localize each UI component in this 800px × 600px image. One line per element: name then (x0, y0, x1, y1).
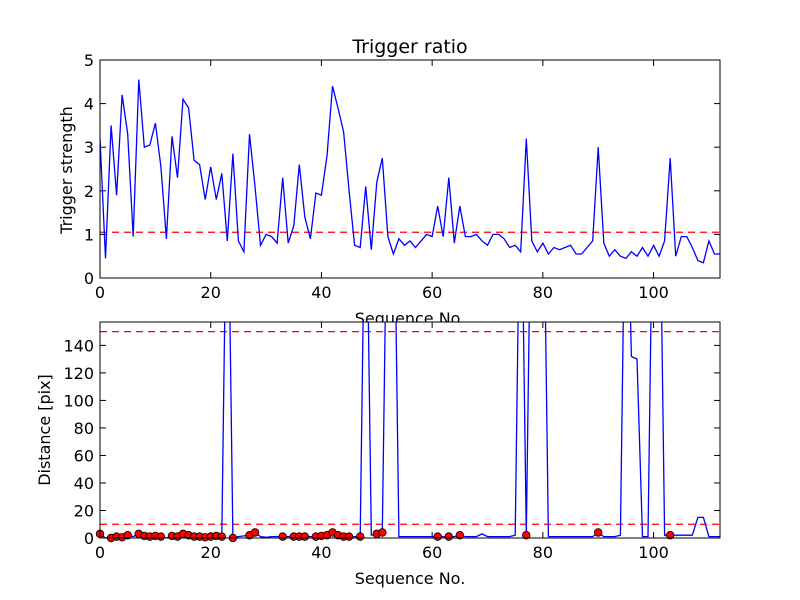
y-tick-label: 4 (84, 95, 94, 114)
data-point (444, 532, 453, 541)
bottom-chart: 0 20 40 60 80 100 0 20 40 60 80 100 120 140 Sequence … (35, 321, 721, 588)
y-tick-label: 120 (63, 364, 94, 383)
y-tick-label: 3 (84, 138, 94, 157)
top-plot-border (99, 59, 721, 279)
y-tick-label: 140 (63, 336, 94, 355)
y-tick-label: 100 (63, 391, 94, 410)
data-point (378, 528, 387, 537)
y-tick-label: 60 (74, 446, 94, 465)
top-ticks: 0 20 40 60 80 100 0 1 2 3 4 5 (84, 51, 720, 302)
x-tick-label: 20 (201, 283, 221, 302)
y-tick-label: 5 (84, 51, 94, 70)
data-point (433, 532, 442, 541)
top-plot-area (100, 60, 720, 278)
x-tick-label: 0 (95, 543, 105, 562)
x-tick-label: 60 (422, 283, 442, 302)
data-point (250, 528, 260, 537)
series-line (100, 79, 720, 264)
x-tick-label: 100 (638, 283, 669, 302)
x-tick-label: 80 (533, 543, 553, 562)
y-tick-label: 80 (74, 419, 94, 438)
y-tick-label: 40 (74, 474, 94, 493)
x-tick-label: 60 (422, 543, 442, 562)
data-point (355, 532, 365, 541)
bottom-x-axis-label: Sequence No. (355, 569, 466, 588)
data-point (156, 532, 166, 541)
y-tick-label: 1 (84, 225, 94, 244)
data-point (594, 528, 603, 537)
y-tick-label: 0 (84, 529, 94, 548)
data-point (455, 531, 465, 540)
data-point (278, 532, 287, 541)
data-point (522, 531, 531, 540)
top-chart-title: Trigger ratio (351, 36, 467, 58)
x-tick-label: 0 (95, 283, 105, 302)
x-tick-label: 40 (311, 543, 331, 562)
bottom-y-axis-label: Distance [pix] (35, 374, 54, 486)
y-tick-label: 2 (84, 182, 94, 201)
data-point (300, 532, 310, 541)
bottom-ticks: 0 20 40 60 80 100 0 20 40 60 80 100 120 140 (63, 322, 720, 562)
bottom-plot-border (99, 321, 721, 539)
data-point (344, 532, 354, 541)
x-tick-label: 40 (311, 283, 331, 302)
bottom-threshold-lines (100, 331, 720, 525)
x-tick-label: 20 (201, 543, 221, 562)
top-series (100, 79, 720, 264)
bottom-plot-area (100, 322, 720, 538)
top-y-axis-label: Trigger strength (57, 106, 76, 235)
data-point (217, 532, 226, 541)
x-tick-label: 100 (638, 543, 669, 562)
y-tick-label: 20 (74, 501, 94, 520)
data-point (665, 531, 675, 540)
data-point (123, 531, 132, 540)
y-tick-label: 0 (84, 269, 94, 288)
x-tick-label: 80 (533, 283, 553, 302)
